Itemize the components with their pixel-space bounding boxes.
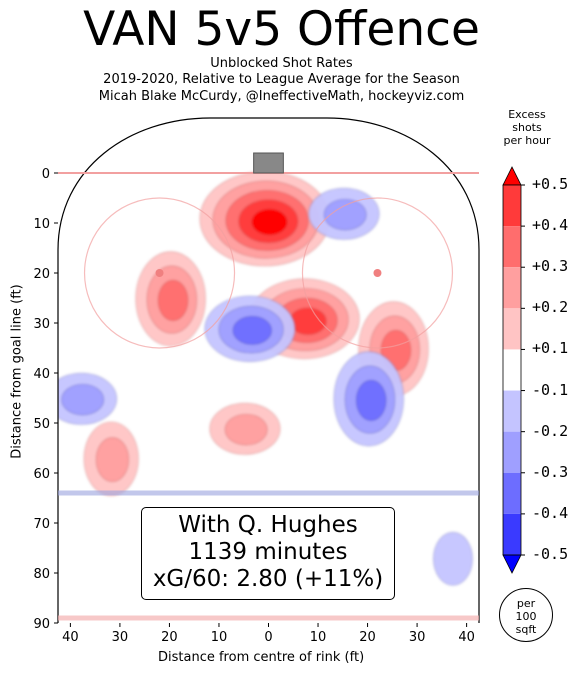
colorbar-tick-label: +0.3 [532, 257, 569, 276]
y-tick-label: 70 [33, 517, 50, 532]
chart-title: VAN 5v5 Offence [83, 2, 480, 57]
heat-contour [323, 198, 367, 231]
heat-region [209, 402, 281, 455]
heat-contour [224, 413, 268, 446]
colorbar-tick-label: +0.1 [532, 339, 569, 358]
x-tick-label: 20 [161, 630, 178, 645]
colorbar-band [503, 349, 521, 391]
per-line-2: 100 [515, 610, 537, 623]
colorbar-top-arrow [502, 166, 522, 186]
rink-boards [57, 117, 480, 623]
colorbar-title-line-1: Excess [508, 108, 546, 121]
per-area-circle: per 100 sqft [499, 588, 553, 642]
heat-region [308, 187, 380, 240]
y-tick-label: 0 [42, 167, 50, 182]
annotation-box: With Q. Hughes 1139 minutes xG/60: 2.80 … [141, 507, 395, 600]
colorbar-band [503, 185, 521, 227]
x-axis-label: Distance from centre of rink (ft) [158, 650, 365, 665]
colorbar-tick-label: -0.3 [532, 462, 569, 481]
heat-contour [232, 316, 272, 345]
subtitle-line-3: Micah Blake McCurdy, @IneffectiveMath, h… [98, 89, 465, 104]
subtitle-line-1: Unblocked Shot Rates [210, 56, 353, 71]
colorbar-tick-label: -0.2 [532, 421, 569, 440]
colorbar-title-line-3: per hour [503, 134, 551, 147]
colorbar-tick-label: +0.5 [532, 175, 569, 193]
heat-contour [355, 379, 387, 421]
faceoff-circle [83, 197, 236, 349]
heat-region [204, 295, 296, 362]
colorbar-tick-label: +0.4 [532, 216, 569, 235]
colorbar-band [503, 308, 521, 350]
heat-contour [433, 532, 473, 586]
colorbar-band [503, 267, 521, 309]
subtitle-line-2: 2019-2020, Relative to League Average fo… [103, 72, 460, 87]
heat-region [58, 372, 117, 425]
per-line-3: sqft [515, 623, 537, 636]
y-tick-label: 40 [33, 367, 50, 382]
colorbar-tick-label: -0.5 [532, 545, 569, 563]
colorbar-band [503, 513, 521, 555]
heat-region [199, 171, 330, 267]
colorbar-frame [502, 184, 522, 556]
heat-contour [157, 279, 189, 321]
y-tick-label: 20 [33, 267, 50, 282]
per-line-1: per [516, 597, 536, 610]
heat-region [83, 421, 139, 496]
y-tick-label: 50 [33, 417, 50, 432]
colorbar-tick-label: -0.1 [532, 380, 569, 399]
heat-contour [61, 383, 105, 416]
y-tick-label: 90 [33, 617, 50, 632]
colorbar-title-line-2: shots [512, 121, 542, 134]
colorbar-band [503, 472, 521, 514]
y-tick-label: 30 [33, 317, 50, 332]
x-tick-label: 20 [359, 630, 376, 645]
colorbar-title: Excess shots per hour [494, 108, 560, 147]
colorbar-band [503, 390, 521, 432]
heat-region [333, 351, 404, 447]
faceoff-dot [373, 269, 382, 277]
colorbar-band [503, 226, 521, 268]
x-tick-label: 30 [409, 630, 426, 645]
colorbar-tick-label: -0.4 [532, 503, 569, 522]
x-tick-label: 40 [62, 630, 79, 645]
y-tick-label: 80 [33, 567, 50, 582]
x-tick-label: 40 [458, 630, 475, 645]
y-tick-label: 10 [33, 217, 50, 232]
heat-contour [251, 208, 288, 236]
faceoff-dot [155, 269, 164, 277]
annotation-minutes: 1139 minutes [188, 539, 348, 565]
goal-net [253, 152, 284, 174]
x-tick-label: 0 [264, 630, 272, 645]
colorbar-band [503, 431, 521, 473]
annotation-player: With Q. Hughes [178, 512, 358, 538]
colorbar-bottom-arrow [502, 554, 522, 574]
colorbar-tick-label: +0.2 [532, 298, 569, 317]
x-tick-label: 30 [112, 630, 129, 645]
heat-region [433, 532, 473, 586]
x-tick-label: 10 [211, 630, 228, 645]
faceoff-circle [301, 197, 454, 349]
heat-region [135, 251, 206, 347]
y-axis-label: Distance from goal line (ft) [9, 284, 25, 459]
x-tick-label: 10 [310, 630, 327, 645]
y-tick-label: 60 [33, 467, 50, 482]
heat-contour [95, 437, 130, 482]
annotation-xg: xG/60: 2.80 (+11%) [152, 566, 384, 592]
